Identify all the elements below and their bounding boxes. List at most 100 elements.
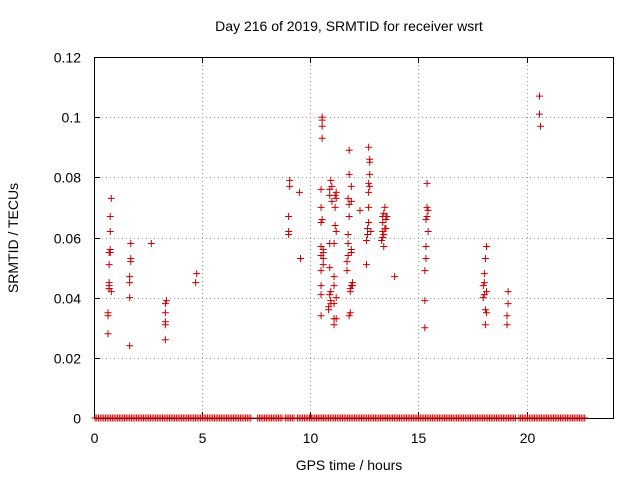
data-point [326,291,334,299]
data-point [330,300,338,308]
data-point [105,279,113,287]
data-point [330,273,338,281]
data-point [535,110,543,118]
data-point [193,270,201,278]
data-point [481,255,489,263]
grid-lines [94,57,613,418]
data-point [344,252,352,260]
data-point [504,300,512,308]
data-point [482,288,490,296]
data-point [332,188,340,196]
data-point [347,197,355,205]
data-point [481,321,489,329]
data-point [365,203,373,211]
data-point [126,279,134,287]
data-point [424,206,432,214]
data-point [318,134,326,142]
data-point [106,246,114,254]
y-tick-label: 0.04 [54,291,81,307]
data-point [326,264,334,272]
data-point [421,324,429,332]
data-point [380,243,388,251]
data-point [422,215,430,223]
data-point [317,185,325,193]
data-point [345,312,353,320]
data-point [504,288,512,296]
data-point [343,258,351,266]
data-point [318,113,326,121]
data-point [343,267,351,275]
data-point [330,282,338,290]
data-point [332,194,340,202]
data-point [107,194,115,202]
data-point [348,279,356,287]
data-point [330,240,338,248]
data-point [346,309,354,317]
data-point [285,212,293,220]
data-point [422,255,430,263]
data-point [327,288,335,296]
data-point [126,342,134,350]
data-point [367,227,375,235]
data-point [285,227,293,235]
data-point [479,294,487,302]
data-point [345,212,353,220]
data-point [347,182,355,190]
data-point [391,273,399,281]
data-point [247,414,255,422]
data-point [295,188,303,196]
data-point [328,197,336,205]
data-point [192,279,200,287]
data-point [421,297,429,305]
data-point [127,240,135,248]
data-point [331,221,339,229]
data-point [162,297,170,305]
data-point [365,143,373,151]
data-point [317,291,325,299]
data-point [106,212,114,220]
data-point [127,255,135,263]
data-point [378,237,386,245]
data-point [366,170,374,178]
data-point [537,122,545,130]
data-point [365,218,373,226]
data-point [161,300,169,308]
data-point [345,170,353,178]
data-point [330,321,338,329]
data-point [327,297,335,305]
data-point [423,212,431,220]
data-point [366,182,374,190]
data-point [344,240,352,248]
data-point [161,309,169,317]
data-point [365,188,373,196]
data-point [479,282,487,290]
data-point [362,237,370,245]
x-tick-label: 10 [303,430,319,446]
data-point [317,312,325,320]
data-point [347,246,355,254]
x-tick-label: 0 [91,430,99,446]
data-point [332,315,340,323]
data-point [332,227,340,235]
data-point [161,318,169,326]
y-axis-label: SRMTID / TECUs [5,183,21,293]
data-point [379,218,387,226]
data-point [319,261,327,269]
data-point [317,218,325,226]
data-point [317,203,325,211]
data-point [422,243,430,251]
data-point [424,227,432,235]
data-point [106,227,114,235]
data-point [356,206,364,214]
x-tick-label: 15 [411,430,427,446]
data-point [331,191,339,199]
data-point [423,203,431,211]
data-point [331,203,339,211]
data-point [147,240,155,248]
data-point [480,270,488,278]
data-point [366,155,374,163]
data-point [317,282,325,290]
data-point [297,255,305,263]
data-point [480,279,488,287]
